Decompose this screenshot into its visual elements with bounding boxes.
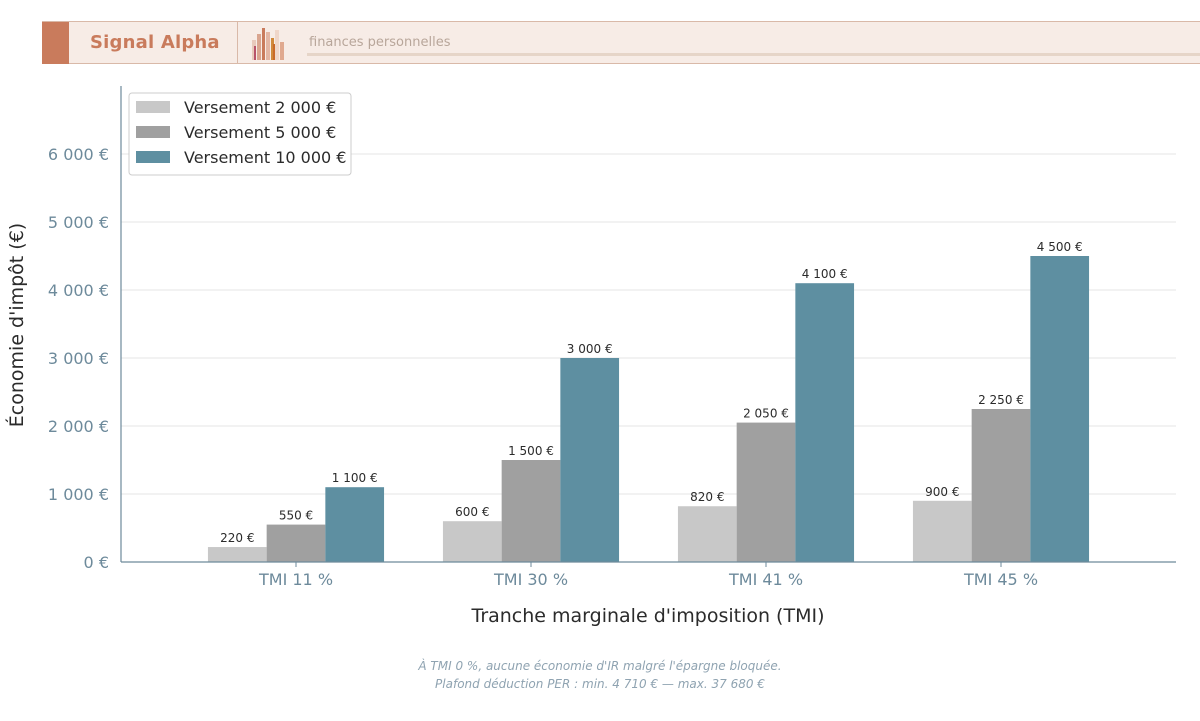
bar [1030, 256, 1090, 562]
tagline: finances personnelles [309, 35, 451, 50]
data-label: 2 250 € [978, 393, 1024, 407]
bar [795, 283, 855, 562]
data-label: 220 € [220, 531, 254, 545]
axes [120, 86, 1176, 563]
data-labels: 220 € 550 € 1 100 € 600 € 1 500 € 3 000 € 820 … [220, 240, 1082, 545]
y-tick-label: 3 000 € [48, 349, 109, 368]
bar [736, 422, 796, 562]
data-label: 4 500 € [1037, 240, 1083, 254]
bar [912, 500, 972, 562]
data-label: 4 100 € [802, 267, 848, 281]
data-label: 600 € [455, 505, 489, 519]
bar [442, 521, 502, 562]
bar [501, 460, 561, 562]
data-label: 820 € [690, 490, 724, 504]
bar [325, 487, 385, 562]
y-tick-label: 6 000 € [48, 145, 109, 164]
x-tick-label: TMI 30 % [493, 570, 568, 589]
data-label: 1 100 € [332, 471, 378, 485]
bars [207, 256, 1090, 562]
y-tick-label: 0 € [84, 553, 109, 572]
brand-name: Signal Alpha [90, 32, 220, 53]
legend-swatch [136, 151, 170, 163]
legend-label: Versement 10 000 € [184, 148, 346, 167]
y-tick-label: 1 000 € [48, 485, 109, 504]
bar [677, 506, 737, 562]
legend-box [128, 92, 352, 176]
x-axis-title: Tranche marginale d'imposition (TMI) [471, 605, 825, 627]
y-tick-labels: 0 € 1 000 € 2 000 € 3 000 € 4 000 € 5 000 € 6 … [48, 145, 109, 572]
x-tick-label: TMI 11 % [258, 570, 333, 589]
bar [207, 547, 267, 562]
header-divider [237, 22, 238, 64]
footnote-line-2: Plafond déduction PER : min. 4 710 € — m… [435, 677, 765, 691]
bar [266, 524, 326, 562]
legend: Versement 2 000 € Versement 5 000 € Versem… [128, 92, 352, 176]
data-label: 2 050 € [743, 407, 789, 421]
y-tick-label: 2 000 € [48, 417, 109, 436]
header-banner: Signal Alpha finances personnelles [42, 21, 1200, 64]
header-rule [307, 53, 1200, 56]
x-tick-label: TMI 45 % [963, 570, 1038, 589]
y-tick-label: 4 000 € [48, 281, 109, 300]
bar [971, 409, 1031, 562]
legend-swatch [136, 126, 170, 138]
data-label: 900 € [925, 485, 959, 499]
x-tick-labels: TMI 11 % TMI 30 % TMI 41 % TMI 45 % [258, 562, 1038, 589]
legend-label: Versement 2 000 € [184, 98, 336, 117]
data-label: 550 € [279, 509, 313, 523]
footnote-line-1: À TMI 0 %, aucune économie d'IR malgré l… [418, 659, 782, 673]
buildings-logo-icon [252, 28, 284, 60]
data-label: 1 500 € [508, 444, 554, 458]
y-axis-title: Économie d'impôt (€) [5, 223, 28, 427]
bar [560, 358, 620, 562]
x-tick-label: TMI 41 % [728, 570, 803, 589]
data-label: 3 000 € [567, 342, 613, 356]
brand-color-block [42, 22, 69, 64]
legend-swatch [136, 101, 170, 113]
legend-label: Versement 5 000 € [184, 123, 336, 142]
y-tick-label: 5 000 € [48, 213, 109, 232]
